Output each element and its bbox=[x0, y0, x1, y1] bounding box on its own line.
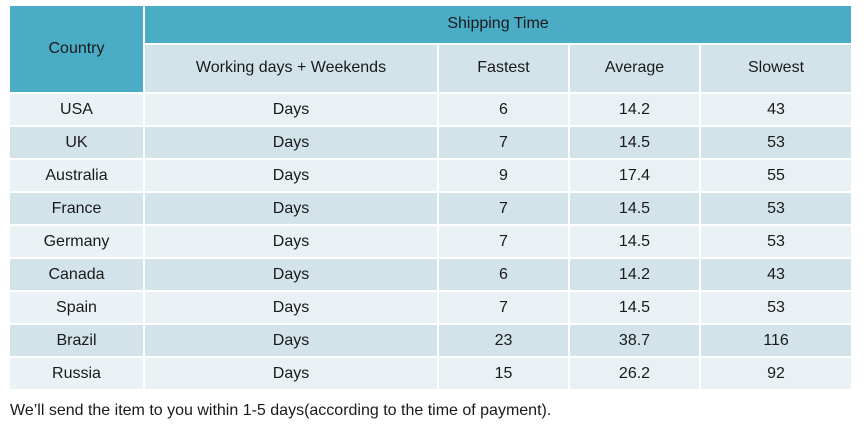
table-row: USA Days 6 14.2 43 bbox=[8, 92, 854, 127]
country-column-header: Country bbox=[8, 4, 145, 94]
table-row: Russia Days 15 26.2 92 bbox=[8, 356, 854, 391]
average-cell: 14.2 bbox=[568, 92, 701, 127]
table-row: France Days 7 14.5 53 bbox=[8, 191, 854, 226]
table-row: Germany Days 7 14.5 53 bbox=[8, 224, 854, 259]
slowest-cell: 53 bbox=[698, 224, 854, 259]
slowest-cell: 55 bbox=[698, 158, 854, 193]
country-cell: Germany bbox=[8, 224, 145, 259]
country-cell: USA bbox=[8, 92, 145, 127]
unit-cell: Days bbox=[143, 191, 439, 226]
shipping-table-container: Country Shipping Time Working days + Wee… bbox=[8, 4, 854, 391]
shipping-note: We’ll send the item to you within 1-5 da… bbox=[10, 402, 552, 419]
slowest-cell: 43 bbox=[698, 257, 854, 292]
average-cell: 14.5 bbox=[568, 191, 701, 226]
fastest-cell: 7 bbox=[437, 191, 570, 226]
table-row: Canada Days 6 14.2 43 bbox=[8, 257, 854, 292]
average-cell: 38.7 bbox=[568, 323, 701, 358]
unit-cell: Days bbox=[143, 92, 439, 127]
slowest-cell: 92 bbox=[698, 356, 854, 391]
country-cell: Spain bbox=[8, 290, 145, 325]
average-column-header: Average bbox=[568, 42, 701, 95]
country-cell: Russia bbox=[8, 356, 145, 391]
average-cell: 14.5 bbox=[568, 224, 701, 259]
average-cell: 14.2 bbox=[568, 257, 701, 292]
fastest-cell: 7 bbox=[437, 290, 570, 325]
slowest-cell: 53 bbox=[698, 125, 854, 160]
table-row: Australia Days 9 17.4 55 bbox=[8, 158, 854, 193]
average-cell: 26.2 bbox=[568, 356, 701, 391]
table-row: Spain Days 7 14.5 53 bbox=[8, 290, 854, 325]
unit-cell: Days bbox=[143, 158, 439, 193]
slowest-cell: 53 bbox=[698, 191, 854, 226]
country-cell: Canada bbox=[8, 257, 145, 292]
average-cell: 14.5 bbox=[568, 290, 701, 325]
unit-cell: Days bbox=[143, 257, 439, 292]
slowest-cell: 43 bbox=[698, 92, 854, 127]
working-days-column-header: Working days + Weekends bbox=[143, 42, 439, 95]
slowest-cell: 53 bbox=[698, 290, 854, 325]
country-cell: France bbox=[8, 191, 145, 226]
country-cell: Brazil bbox=[8, 323, 145, 358]
fastest-cell: 23 bbox=[437, 323, 570, 358]
fastest-column-header: Fastest bbox=[437, 42, 570, 95]
fastest-cell: 7 bbox=[437, 224, 570, 259]
country-cell: UK bbox=[8, 125, 145, 160]
slowest-column-header: Slowest bbox=[698, 42, 854, 95]
unit-cell: Days bbox=[143, 290, 439, 325]
unit-cell: Days bbox=[143, 224, 439, 259]
shipping-time-table: Country Shipping Time Working days + Wee… bbox=[8, 4, 854, 391]
shipping-time-group-header: Shipping Time bbox=[142, 4, 854, 45]
unit-cell: Days bbox=[143, 356, 439, 391]
slowest-cell: 116 bbox=[698, 323, 854, 358]
fastest-cell: 15 bbox=[437, 356, 570, 391]
table-row: Brazil Days 23 38.7 116 bbox=[8, 323, 854, 358]
country-cell: Australia bbox=[8, 158, 145, 193]
table-row: UK Days 7 14.5 53 bbox=[8, 125, 854, 160]
fastest-cell: 6 bbox=[437, 257, 570, 292]
fastest-cell: 6 bbox=[437, 92, 570, 127]
unit-cell: Days bbox=[143, 125, 439, 160]
fastest-cell: 7 bbox=[437, 125, 570, 160]
unit-cell: Days bbox=[143, 323, 439, 358]
average-cell: 17.4 bbox=[568, 158, 701, 193]
fastest-cell: 9 bbox=[437, 158, 570, 193]
average-cell: 14.5 bbox=[568, 125, 701, 160]
